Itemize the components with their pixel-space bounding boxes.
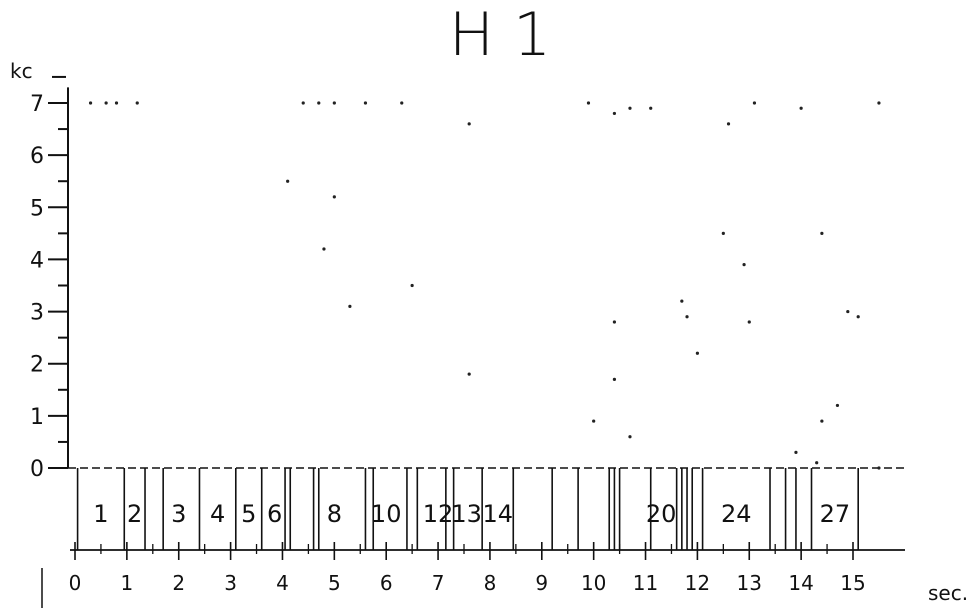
scatter-point — [613, 112, 616, 115]
scatter-point — [748, 320, 751, 323]
y-tick-label: 7 — [30, 92, 44, 117]
scatter-point — [286, 180, 289, 183]
segment-label: 2 — [127, 500, 142, 528]
segment-label: 20 — [646, 500, 677, 528]
scatter-point — [727, 122, 730, 125]
scatter-point — [105, 101, 108, 104]
segment-label: 27 — [820, 500, 851, 528]
scatter-point — [649, 107, 652, 110]
scatter-point — [820, 232, 823, 235]
scatter-point — [815, 461, 818, 464]
y-tick-label: 1 — [30, 405, 44, 430]
scatter-point — [628, 107, 631, 110]
y-tick-label: 3 — [30, 301, 44, 326]
x-tick-label: 11 — [633, 571, 658, 595]
x-tick-label: 3 — [224, 571, 237, 595]
scatter-point — [468, 373, 471, 376]
scatter-point — [89, 101, 92, 104]
scatter-point — [613, 378, 616, 381]
scatter-point — [333, 101, 336, 104]
scatter-point — [400, 101, 403, 104]
segment-label: 6 — [267, 500, 282, 528]
scatter-point — [680, 300, 683, 303]
x-tick-label: 1 — [120, 571, 133, 595]
x-tick-label: 7 — [432, 571, 445, 595]
scatter-point — [877, 466, 880, 469]
y-tick-label: 2 — [30, 353, 44, 378]
scatter-point — [317, 101, 320, 104]
x-tick-label: 2 — [172, 571, 185, 595]
segment-label: 10 — [371, 500, 402, 528]
scatter-point — [592, 419, 595, 422]
y-tick-label: 5 — [30, 196, 44, 221]
x-tick-label: 8 — [484, 571, 497, 595]
scatter-point — [836, 404, 839, 407]
segment-label: 1 — [93, 500, 108, 528]
scatter-point — [302, 101, 305, 104]
scatter-point — [587, 101, 590, 104]
scatter-point — [800, 107, 803, 110]
x-tick-label: 4 — [276, 571, 289, 595]
scatter-point — [613, 320, 616, 323]
segment-label: 5 — [241, 500, 256, 528]
segment-label: 12 — [423, 500, 454, 528]
scatter-point — [468, 122, 471, 125]
scatter-point — [820, 419, 823, 422]
x-axis-label: sec. — [928, 581, 968, 605]
x-tick-label: 13 — [737, 571, 762, 595]
scatter-point — [846, 310, 849, 313]
scatter-point — [753, 101, 756, 104]
scatter-point — [333, 195, 336, 198]
y-axis-label: kc — [10, 59, 33, 83]
scatter-point — [877, 101, 880, 104]
scatter-point — [411, 284, 414, 287]
x-tick-label: 0 — [69, 571, 82, 595]
segment-label: 14 — [482, 500, 513, 528]
scatter-point — [794, 451, 797, 454]
y-ticks: 0 1 2 3 4 5 6 7 — [30, 77, 68, 482]
x-tick-label: 6 — [380, 571, 393, 595]
x-tick-label: 5 — [328, 571, 341, 595]
segment-label: 3 — [171, 500, 186, 528]
x-tick-label: 12 — [685, 571, 710, 595]
segment-label: 4 — [210, 500, 225, 528]
scatter-point — [348, 305, 351, 308]
chart-title: H 1 — [449, 0, 551, 70]
scatter-point — [742, 263, 745, 266]
segment-label: 8 — [327, 500, 342, 528]
y-tick-label: 4 — [30, 248, 44, 273]
x-tick-label: 15 — [840, 571, 865, 595]
scatter-point — [722, 232, 725, 235]
segment-label: 24 — [721, 500, 752, 528]
y-tick-label: 0 — [30, 457, 44, 482]
scatter-point — [322, 247, 325, 250]
scatter-point — [857, 315, 860, 318]
scatter-points — [89, 101, 881, 469]
scatter-point — [628, 435, 631, 438]
y-tick-label: 6 — [30, 144, 44, 169]
x-tick-label: 9 — [535, 571, 548, 595]
x-tick-label: 10 — [581, 571, 606, 595]
scatter-point — [136, 101, 139, 104]
scatter-point — [364, 101, 367, 104]
axes — [42, 87, 905, 608]
x-tick-label: 14 — [788, 571, 813, 595]
chart-title-group: H 1 — [449, 0, 551, 70]
scatter-point — [115, 101, 118, 104]
segment-label: 13 — [451, 500, 482, 528]
scatter-point — [685, 315, 688, 318]
scatter-point — [696, 352, 699, 355]
